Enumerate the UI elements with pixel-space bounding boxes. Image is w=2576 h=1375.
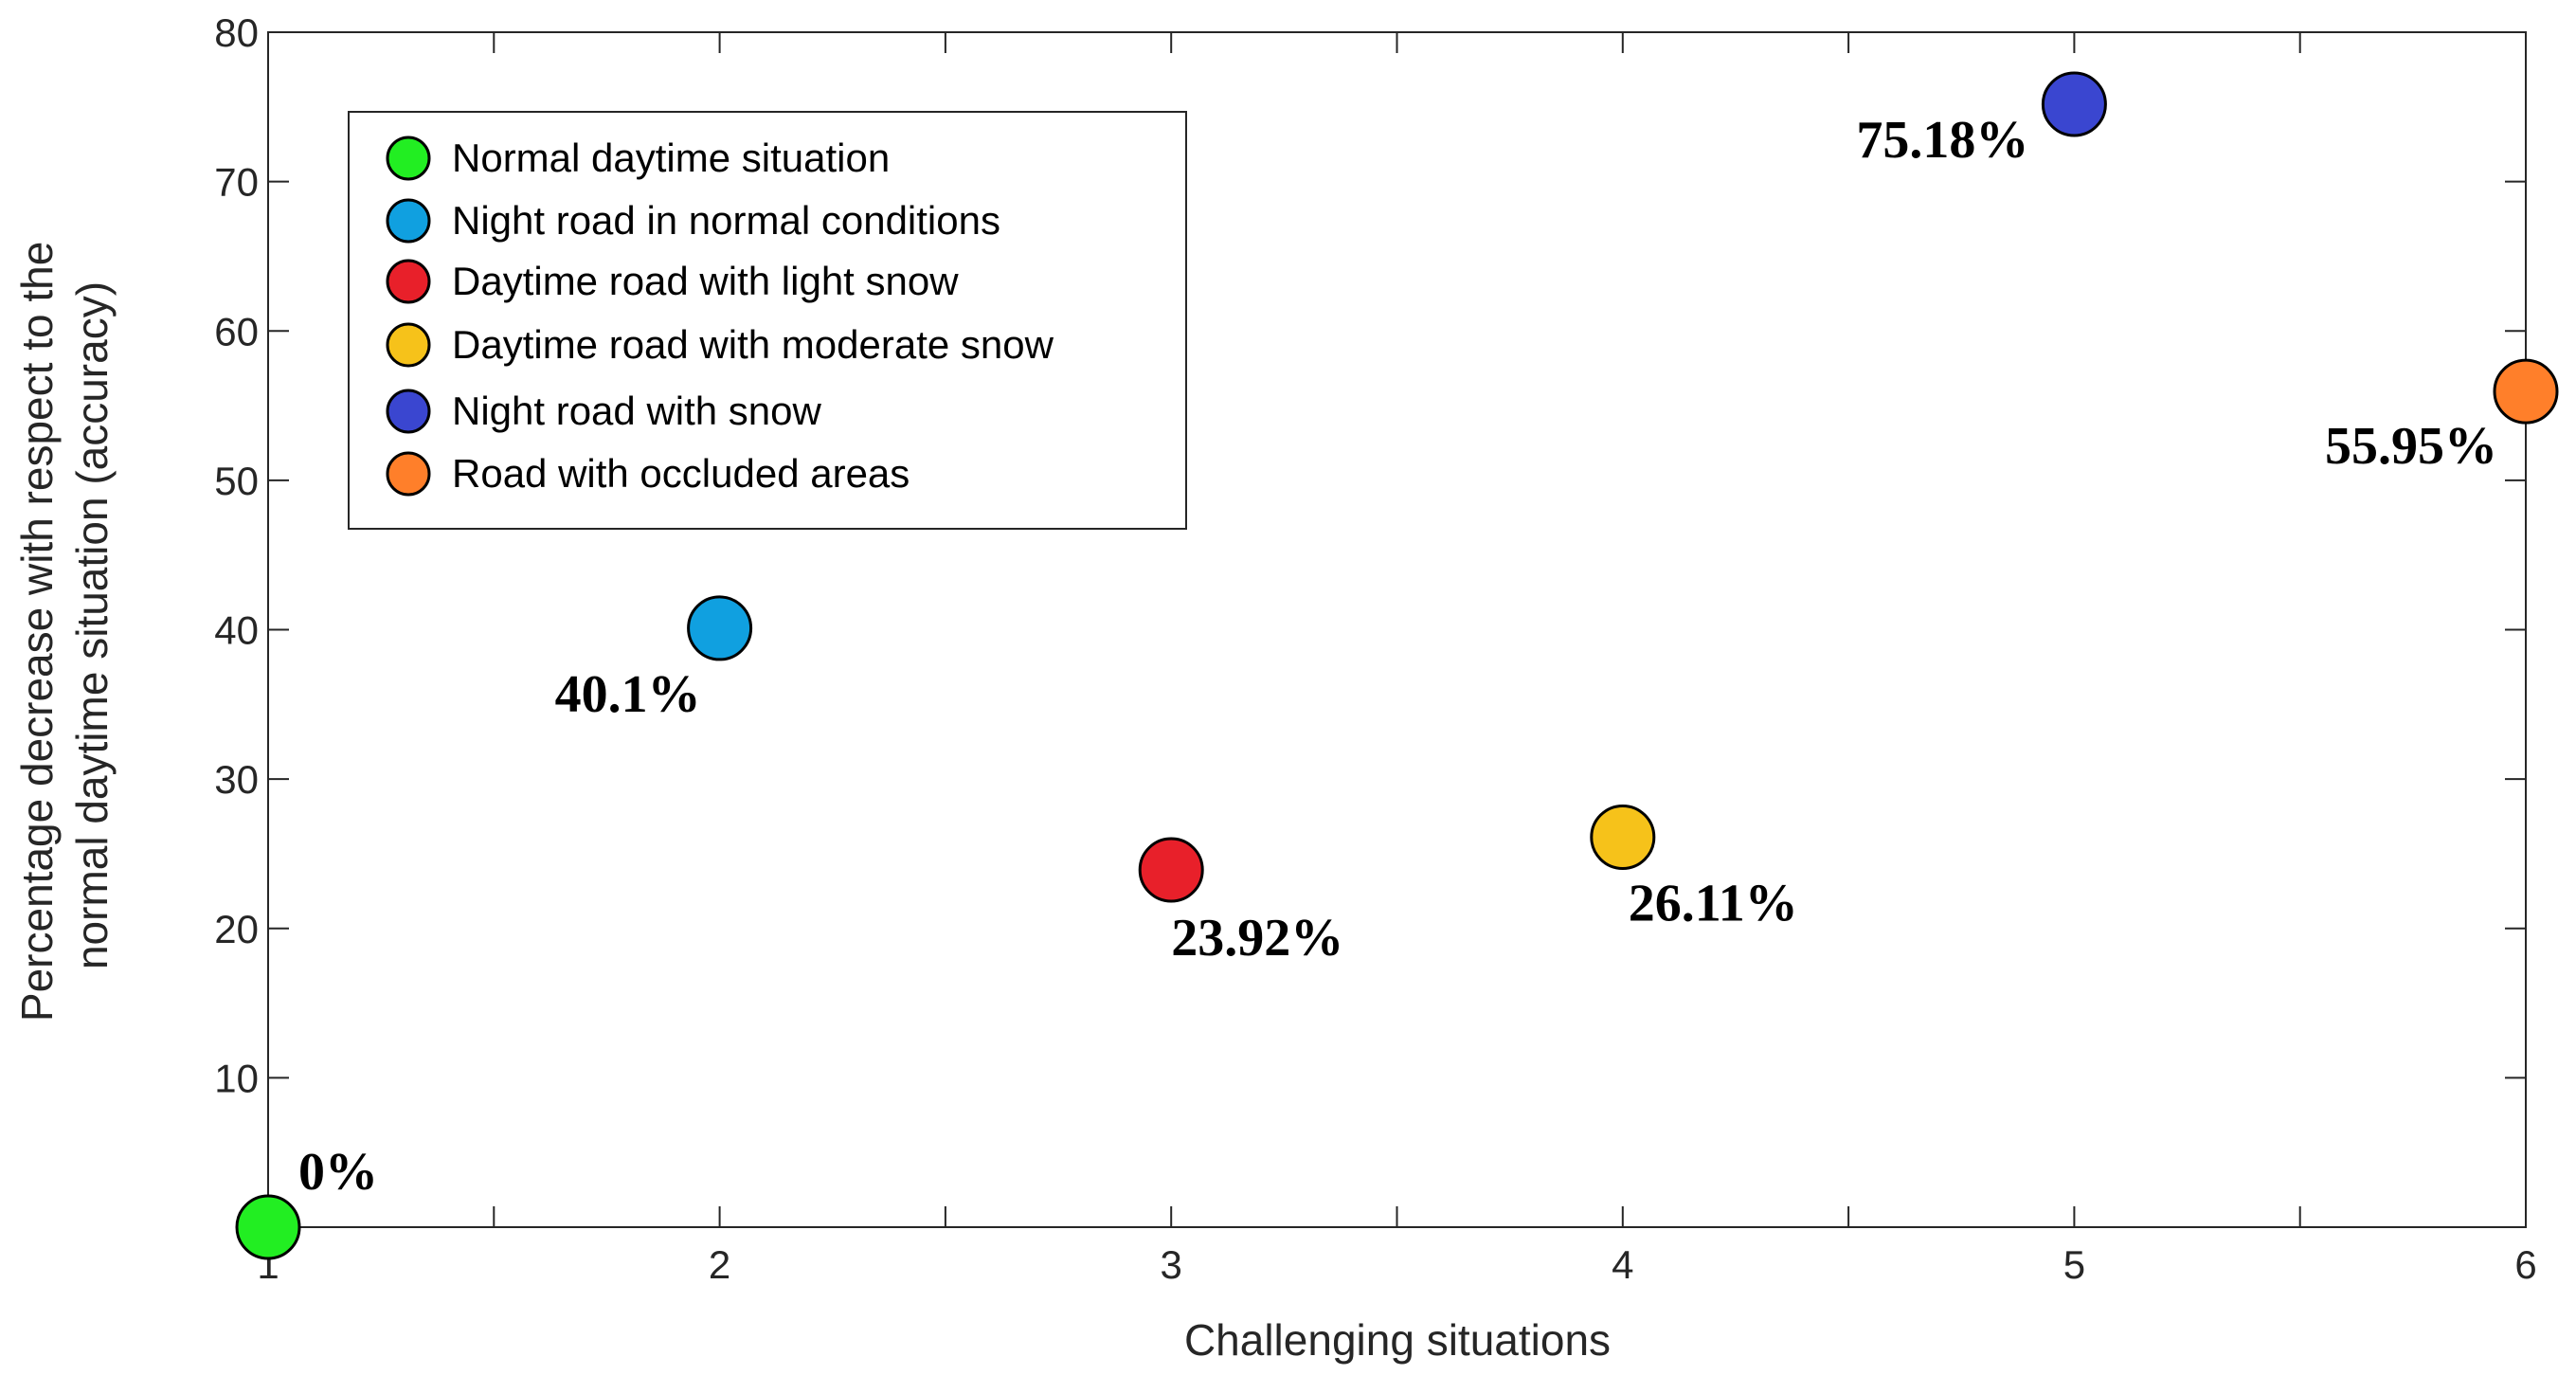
legend-marker (386, 136, 431, 181)
x-tick-label: 3 (1161, 1242, 1182, 1287)
data-points: 0% 40.1% 23.92% 26.11% 75.18% 55.95% (235, 71, 2559, 1260)
data-label: 55.95% (2325, 417, 2497, 476)
legend-label: Night road in normal conditions (452, 198, 1000, 243)
data-point (687, 595, 753, 661)
data-label: 23.92% (1171, 909, 1343, 968)
y-axis-title-line-2: normal daytime situation (accuracy) (67, 281, 117, 969)
legend-label: Daytime road with light snow (452, 259, 959, 303)
x-tick-label: 4 (1612, 1242, 1633, 1287)
y-tick-label: 50 (214, 459, 259, 503)
x-tick-label: 2 (709, 1242, 730, 1287)
legend-marker (386, 322, 431, 368)
legend-box (348, 111, 1187, 530)
legend-label: Daytime road with moderate snow (452, 322, 1054, 367)
data-point (2041, 71, 2107, 137)
data-label: 40.1% (555, 665, 701, 724)
y-axis-title-line-1: Percentage decrease with respect to the (12, 242, 62, 1022)
y-tick-label: 30 (214, 757, 259, 802)
y-tick-label: 60 (214, 309, 259, 353)
data-point (1138, 837, 1204, 903)
legend-label: Road with occluded areas (452, 451, 910, 496)
legend-marker (386, 198, 431, 244)
data-label: 75.18% (1856, 111, 2028, 170)
data-point (235, 1194, 301, 1260)
x-tick-label: 6 (2514, 1242, 2536, 1287)
legend-marker (386, 259, 431, 304)
y-tick-label: 70 (214, 160, 259, 205)
data-point (1590, 804, 1656, 870)
legend-marker (386, 451, 431, 497)
legend-label: Night road with snow (452, 389, 822, 433)
x-tick-label: 5 (2063, 1242, 2085, 1287)
y-tick-label: 80 (214, 10, 259, 55)
data-label: 26.11% (1629, 874, 1798, 932)
x-axis-title: Challenging situations (1184, 1315, 1611, 1365)
data-label: 0% (298, 1143, 378, 1202)
y-axis-title: Percentage decrease with respect to the … (12, 229, 117, 1022)
y-tick-label: 10 (214, 1056, 259, 1100)
y-tick-label: 20 (214, 907, 259, 951)
data-point (2493, 358, 2559, 425)
y-tick-label: 40 (214, 608, 259, 653)
legend-marker (386, 389, 431, 434)
legend: Normal daytime situation Night road in no… (348, 111, 1187, 530)
legend-label: Normal daytime situation (452, 136, 890, 180)
